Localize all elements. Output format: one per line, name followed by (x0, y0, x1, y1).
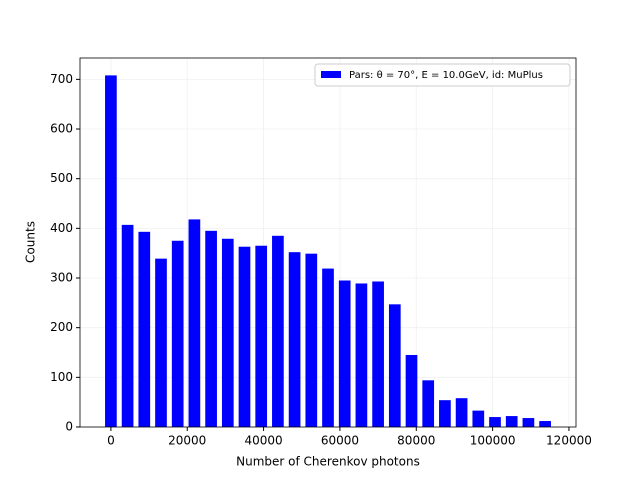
bar (121, 224, 134, 427)
y-tick-label: 600 (50, 122, 73, 136)
bar (522, 418, 535, 427)
bar (355, 283, 368, 427)
bar (472, 410, 485, 427)
legend-swatch (321, 71, 341, 78)
bar (255, 245, 268, 427)
bar (305, 253, 318, 427)
y-tick-label: 400 (50, 221, 73, 235)
bar (155, 258, 167, 427)
y-tick-label: 500 (50, 171, 73, 185)
bar (138, 231, 151, 427)
bar (439, 400, 451, 427)
x-axis-label: Number of Cherenkov photons (236, 455, 420, 469)
bar (455, 398, 468, 427)
bar (205, 230, 217, 427)
bar (188, 219, 201, 427)
bar (539, 421, 551, 427)
bar (372, 281, 384, 427)
y-tick-label: 100 (50, 370, 73, 384)
x-tick-label: 60000 (321, 434, 359, 448)
bar (238, 246, 251, 427)
bar (505, 416, 518, 427)
bar (322, 268, 334, 427)
bar (405, 354, 418, 427)
x-tick-label: 20000 (168, 434, 206, 448)
x-tick-label: 100000 (470, 434, 516, 448)
bar (338, 280, 351, 427)
x-tick-label: 80000 (397, 434, 435, 448)
y-tick-label: 700 (50, 72, 73, 86)
y-tick-label: 300 (50, 271, 73, 285)
bar (105, 75, 117, 427)
plot-frame (79, 57, 577, 428)
x-tick-label: 0 (107, 434, 115, 448)
y-tick-label: 200 (50, 320, 73, 334)
y-axis-label: Counts (24, 221, 38, 263)
bar (171, 240, 184, 427)
y-tick-label: 0 (65, 420, 73, 434)
x-tick-label: 120000 (546, 434, 592, 448)
bar (489, 417, 501, 427)
bar (288, 252, 301, 427)
bar (221, 238, 234, 427)
legend-box (314, 63, 571, 87)
bar (272, 235, 284, 427)
legend-label: Pars: θ = 70°, E = 10.0GeV, id: MuPlus (349, 70, 543, 81)
x-tick-label: 40000 (244, 434, 282, 448)
bar (388, 304, 401, 427)
bar (422, 380, 435, 427)
